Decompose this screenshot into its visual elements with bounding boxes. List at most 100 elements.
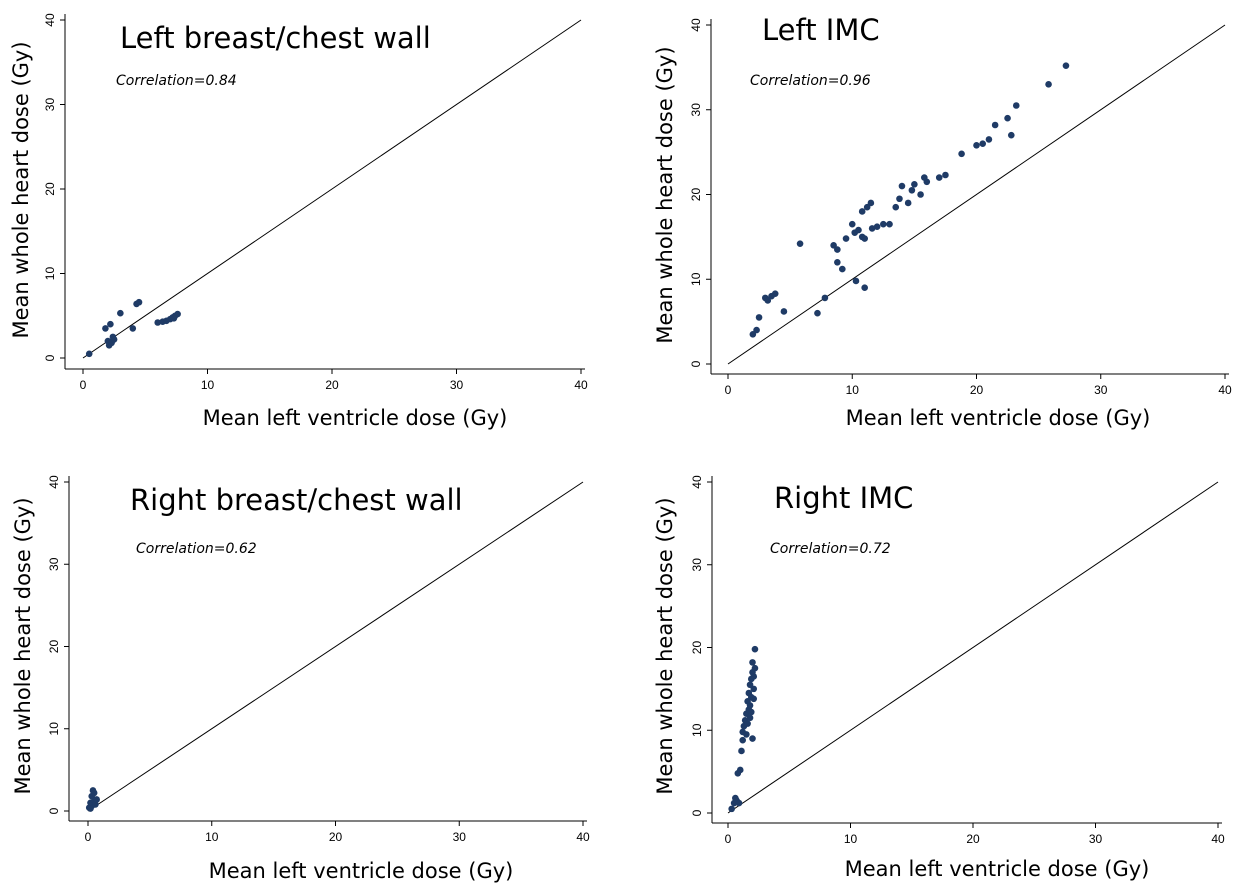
data-point (749, 659, 756, 666)
data-point (743, 731, 750, 738)
data-point (170, 314, 178, 322)
data-point (750, 695, 758, 703)
y-axis-label: Mean whole heart dose (Gy) (653, 497, 677, 794)
data-point (174, 310, 181, 318)
panel-title: Left IMC (762, 13, 880, 47)
correlation-label: Correlation=0.62 (136, 541, 257, 557)
y-tick-label: 40 (43, 13, 57, 27)
data-point (796, 240, 804, 247)
data-point (129, 325, 137, 332)
correlation-label: Correlation=0.72 (770, 541, 891, 557)
x-tick-label: 10 (844, 832, 858, 846)
x-tick-label: 10 (846, 383, 860, 397)
x-tick-label: 30 (453, 830, 467, 844)
panel-title: Right breast/chest wall (130, 483, 463, 517)
panel-title: Left breast/chest wall (120, 21, 431, 55)
x-tick-label: 40 (574, 378, 588, 392)
data-point (1007, 131, 1015, 139)
data-point (751, 645, 759, 653)
x-tick-label: 10 (201, 378, 215, 392)
data-point (923, 178, 931, 186)
y-tick-label: 30 (43, 98, 57, 112)
data-point (911, 181, 918, 188)
y-tick-label: 20 (690, 641, 704, 655)
data-point (732, 794, 739, 802)
data-point (867, 199, 875, 207)
data-point (868, 225, 876, 232)
data-point (780, 308, 788, 315)
data-point (861, 284, 868, 292)
data-point (750, 685, 758, 693)
data-point (117, 309, 124, 317)
data-point (747, 708, 755, 716)
y-tick-label: 0 (47, 807, 61, 814)
x-tick-label: 20 (325, 378, 339, 392)
x-tick-label: 0 (85, 830, 92, 844)
y-tick-label: 20 (43, 182, 57, 196)
data-point (749, 735, 756, 742)
data-point (839, 265, 846, 273)
data-point (830, 242, 837, 249)
y-axis-label: Mean whole heart dose (Gy) (653, 46, 677, 343)
data-point (842, 235, 850, 242)
y-tick-label: 0 (689, 360, 703, 367)
data-point (958, 150, 965, 158)
y-axis-label: Mean whole heart dose (Gy) (9, 41, 33, 338)
data-point (973, 142, 980, 149)
data-point (738, 747, 745, 755)
x-tick-label: 40 (1211, 832, 1225, 846)
data-point (858, 208, 866, 215)
y-tick-label: 10 (47, 722, 61, 736)
x-tick-label: 30 (1089, 832, 1103, 846)
correlation-label: Correlation=0.96 (750, 73, 871, 89)
data-point (746, 702, 754, 709)
data-point (861, 235, 868, 242)
data-point (85, 350, 93, 358)
panel-left-imc: 0 10 20 30 40 0 10 20 30 40 Left IMC Correlation=0.… (653, 13, 1232, 430)
identity-line (727, 24, 1226, 365)
data-point (834, 259, 841, 266)
data-point (739, 736, 746, 744)
x-tick-label: 10 (205, 830, 219, 844)
data-point (154, 319, 161, 326)
y-tick-label: 30 (689, 103, 703, 117)
panel-right-breast: 0 10 20 30 40 0 10 20 30 40 Right breast/chest wal… (11, 475, 590, 883)
data-point (848, 220, 856, 228)
data-point (771, 290, 779, 297)
x-axis-label: Mean left ventricle dose (Gy) (846, 406, 1151, 430)
data-point (755, 314, 763, 321)
y-tick-label: 10 (689, 272, 703, 286)
y-tick-label: 20 (689, 188, 703, 202)
data-point (908, 186, 916, 194)
identity-line (87, 481, 584, 812)
data-point (942, 171, 949, 179)
data-point (107, 320, 114, 328)
x-tick-label: 0 (725, 832, 732, 846)
data-point (991, 121, 999, 129)
data-point (749, 331, 757, 338)
data-point (93, 796, 100, 803)
data-point (110, 336, 118, 343)
x-axis-label: Mean left ventricle dose (Gy) (845, 857, 1150, 881)
y-tick-label: 20 (47, 640, 61, 654)
x-tick-label: 30 (1094, 383, 1108, 397)
x-tick-label: 20 (329, 830, 343, 844)
data-point (821, 294, 829, 302)
data-point (834, 246, 841, 253)
x-tick-label: 0 (80, 378, 87, 392)
y-tick-label: 0 (43, 354, 57, 361)
x-axis-label: Mean left ventricle dose (Gy) (209, 859, 514, 883)
x-tick-label: 0 (725, 383, 732, 397)
data-point (917, 191, 924, 198)
panel-right-imc: 0 10 20 30 40 0 10 20 30 40 Right IMC Correlation=0… (653, 475, 1225, 881)
y-tick-label: 30 (47, 557, 61, 571)
data-point (753, 326, 760, 334)
data-point (92, 801, 99, 808)
data-point (896, 195, 903, 203)
data-point (814, 309, 821, 317)
data-point (135, 298, 143, 306)
x-tick-label: 20 (966, 832, 980, 846)
x-tick-label: 30 (450, 378, 464, 392)
y-tick-label: 0 (690, 809, 704, 816)
